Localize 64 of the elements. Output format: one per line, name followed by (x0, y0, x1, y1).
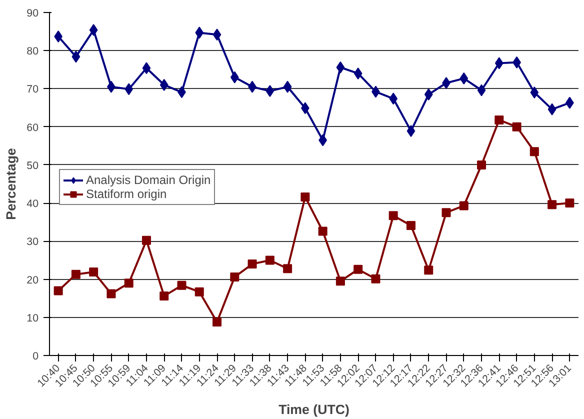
point (195, 26, 204, 39)
point (265, 256, 274, 265)
x-axis-title: Time (UTC) (278, 402, 350, 417)
point (565, 198, 574, 208)
point (212, 28, 222, 41)
point (194, 287, 204, 296)
point (54, 286, 63, 296)
point (530, 147, 539, 156)
point (230, 71, 239, 84)
y-tick-label: 60 (26, 122, 39, 134)
point (142, 62, 151, 74)
point (248, 260, 257, 269)
point (494, 115, 504, 124)
point (89, 24, 98, 36)
point (106, 289, 116, 298)
point (442, 208, 451, 218)
point (548, 200, 557, 210)
point (371, 274, 380, 284)
point (266, 85, 274, 98)
point (283, 264, 292, 274)
point (494, 57, 504, 70)
y-tick-label: 90 (26, 8, 39, 20)
y-tick-label: 0 (32, 350, 39, 362)
point (124, 83, 134, 96)
point (406, 125, 416, 138)
point (389, 92, 398, 105)
point (406, 221, 416, 230)
y-tick-label: 10 (26, 312, 39, 324)
point (336, 61, 345, 74)
y-tick-label: 50 (26, 160, 39, 172)
point (460, 72, 468, 84)
point (283, 80, 292, 93)
point (142, 236, 151, 245)
point (160, 78, 168, 91)
point (512, 122, 522, 132)
point (354, 264, 363, 274)
point (530, 86, 539, 99)
point (424, 88, 433, 100)
y-axis-title: Percentage (4, 148, 19, 220)
y-tick-label: 20 (26, 274, 39, 286)
point (89, 268, 98, 277)
y-tick-label: 40 (26, 198, 39, 210)
point (177, 280, 186, 290)
point (477, 160, 486, 170)
point (477, 84, 486, 96)
point (336, 276, 345, 286)
point (318, 226, 328, 236)
point (354, 67, 362, 80)
point (160, 292, 169, 301)
point (230, 272, 240, 282)
point (424, 266, 434, 275)
y-tick-label: 70 (26, 84, 39, 96)
y-tick-label: 30 (26, 236, 39, 248)
point (124, 278, 134, 288)
point (300, 192, 310, 202)
point (459, 201, 468, 210)
point (388, 211, 398, 220)
point (212, 317, 222, 326)
legend-label: Analysis Domain Origin (86, 173, 211, 187)
y-tick-label: 80 (26, 46, 39, 58)
point (548, 103, 556, 116)
legend-label: Statiform origin (86, 187, 167, 201)
point (71, 270, 80, 279)
point (72, 50, 80, 63)
